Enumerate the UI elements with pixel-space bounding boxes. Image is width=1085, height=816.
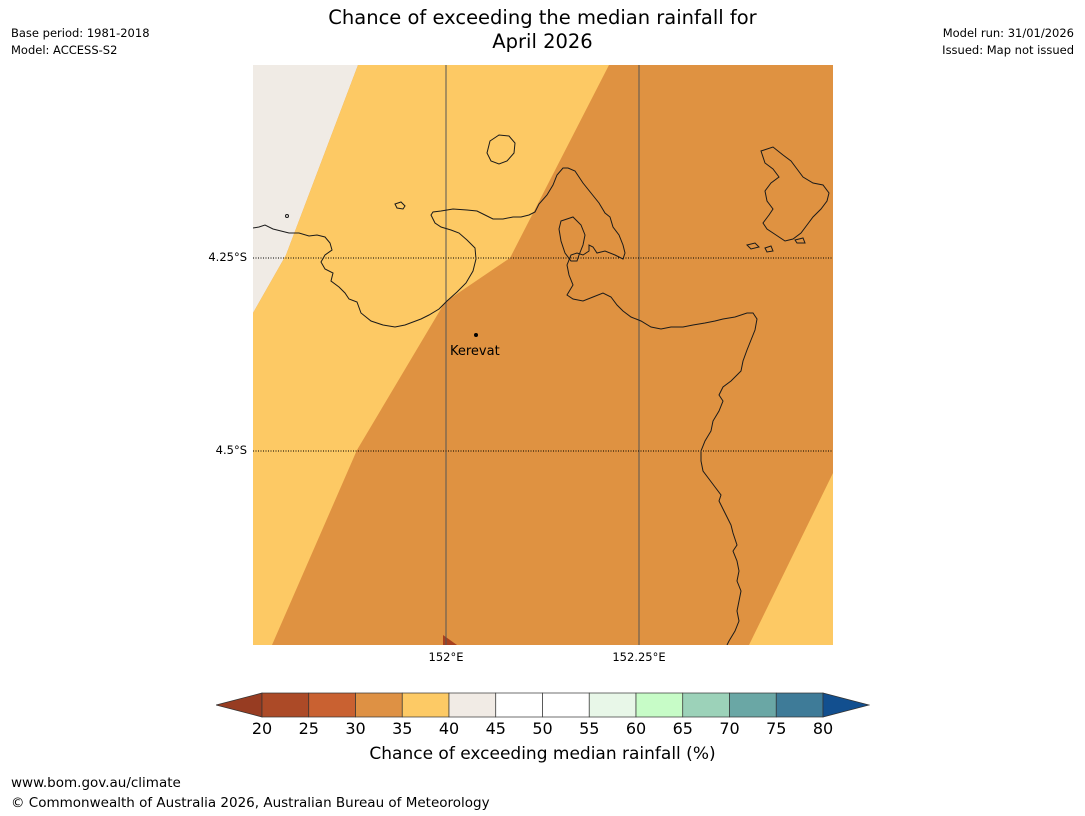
colorbar-cell: [682, 692, 730, 718]
colorbar-tick-label: 35: [392, 719, 413, 738]
coastline-islet-e3: [794, 237, 806, 244]
coastline-islet-tiny: [285, 214, 289, 218]
model-run-text: Model run: 31/01/2026: [942, 26, 1074, 40]
colorbar-tick-label: 25: [298, 719, 319, 738]
base-period-text: Base period: 1981-2018: [11, 26, 150, 40]
colorbar-cell: [729, 692, 777, 718]
colorbar-tick-label: 45: [485, 719, 506, 738]
colorbar-title: Chance of exceeding median rainfall (%): [369, 744, 716, 764]
coastline-islet-e1: [746, 242, 760, 250]
coastline-inner-lagoon: [558, 216, 586, 262]
model-text: Model: ACCESS-S2: [11, 43, 118, 57]
colorbar-tick-label: 65: [672, 719, 693, 738]
colorbar-tick-label: 75: [766, 719, 787, 738]
metadata-right: Model run: 31/01/2026 Issued: Map not is…: [942, 25, 1074, 59]
issued-text: Issued: Map not issued: [942, 43, 1074, 57]
colorbar-cell: [401, 692, 450, 718]
map-region-35-40-southeast: [749, 473, 833, 645]
map-region-35-40-west: [253, 65, 609, 645]
coastline-islet-e2: [764, 245, 774, 253]
coastline-islands-east: [760, 146, 830, 242]
kerevat-label: Kerevat: [450, 344, 500, 359]
coastline: [253, 134, 830, 645]
colorbar-cell: [261, 692, 310, 718]
colorbar-tick-label: 50: [532, 719, 553, 738]
coastline-main: [253, 167, 758, 645]
colorbar-cell: [635, 692, 684, 718]
colorbar-tick-label: 40: [438, 719, 460, 738]
colorbar-cell: [308, 692, 356, 718]
colorbar-cell: [542, 692, 590, 718]
footer-url[interactable]: www.bom.gov.au/climate: [11, 775, 181, 791]
title-line-1: Chance of exceeding the median rainfall …: [328, 6, 757, 29]
colorbar-tick-label: 55: [579, 719, 600, 738]
colorbar-tick-label: 80: [812, 719, 834, 738]
colorbar: [216, 692, 870, 718]
coastline-islet-north: [486, 134, 516, 165]
colorbar-cells: [261, 692, 824, 718]
map-region-40-45: [253, 65, 358, 313]
lat-label-4.5S: 4.5°S: [215, 443, 247, 457]
colorbar-tick-label: 20: [251, 719, 273, 738]
colorbar-cell: [495, 692, 543, 718]
colorbar-under-arrow: [216, 692, 263, 718]
colorbar-tick-label: 60: [625, 719, 647, 738]
colorbar-tick-label: 30: [345, 719, 366, 738]
colorbar-cell: [588, 692, 637, 718]
colorbar-cell: [355, 692, 403, 718]
map-title: Chance of exceeding the median rainfall …: [0, 6, 1085, 54]
colorbar-cell: [448, 692, 497, 718]
metadata-left: Base period: 1981-2018 Model: ACCESS-S2: [11, 25, 150, 59]
colorbar-tick-label: 70: [719, 719, 740, 738]
colorbar-cell: [775, 692, 824, 718]
rainfall-map[interactable]: Kerevat: [253, 65, 833, 645]
title-line-2: April 2026: [492, 30, 593, 53]
kerevat-marker[interactable]: [474, 333, 478, 337]
colorbar-over-arrow: [822, 692, 870, 718]
coastline-islet-west: [394, 201, 406, 210]
lat-label-4.25S: 4.25°S: [208, 250, 247, 264]
footer-copyright: © Commonwealth of Australia 2026, Austra…: [11, 795, 490, 811]
lon-label-152E: 152°E: [428, 650, 464, 664]
lon-label-152.25E: 152.25°E: [612, 650, 666, 664]
